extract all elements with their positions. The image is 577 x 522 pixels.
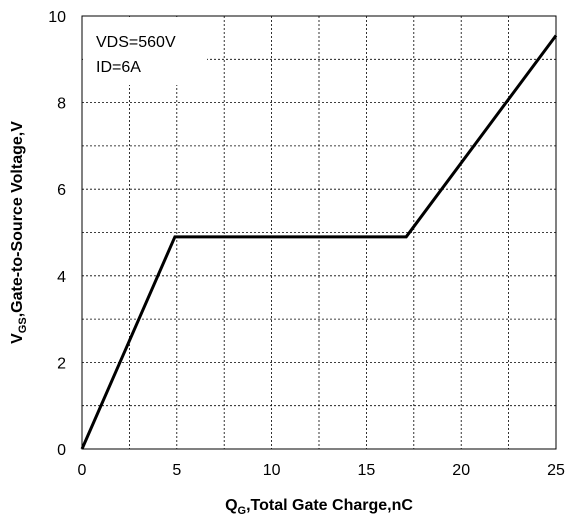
y-tick-label: 10 <box>48 9 66 26</box>
plot-frame <box>81 15 557 450</box>
x-axis-title-main: Q <box>225 497 237 514</box>
x-axis-title-rest: ,Total Gate Charge,nC <box>246 497 413 514</box>
annotation-id: ID=6A <box>96 59 141 76</box>
x-axis-title-subscript: G <box>238 505 247 517</box>
annotation-background <box>83 17 207 85</box>
y-tick-label: 6 <box>57 182 66 199</box>
tick-labels: 0 5 10 15 20 25 0 2 4 6 8 10 <box>48 9 565 479</box>
x-tick-label: 15 <box>358 462 376 479</box>
y-tick-label: 2 <box>57 355 66 372</box>
x-tick-label: 10 <box>263 462 281 479</box>
series-line-vgs <box>80 34 558 450</box>
x-tick-label: 0 <box>78 462 87 479</box>
x-axis-title: QG,Total Gate Charge,nC <box>225 497 413 517</box>
y-axis-title: VGS,Gate-to-Source Voltage,V <box>9 121 29 344</box>
y-axis-title-rest: ,Gate-to-Source Voltage,V <box>9 121 26 318</box>
y-tick-label: 8 <box>57 96 66 113</box>
x-tick-label: 5 <box>172 462 181 479</box>
annotation-vds: VDS=560V <box>96 34 176 51</box>
x-tick-label: 20 <box>452 462 470 479</box>
y-axis-title-main: V <box>9 333 26 344</box>
x-tick-label: 25 <box>547 462 565 479</box>
grid-lines <box>82 16 556 449</box>
y-axis-title-subscript: GS <box>17 317 29 333</box>
y-tick-label: 4 <box>57 269 66 286</box>
y-tick-label: 0 <box>57 442 66 459</box>
